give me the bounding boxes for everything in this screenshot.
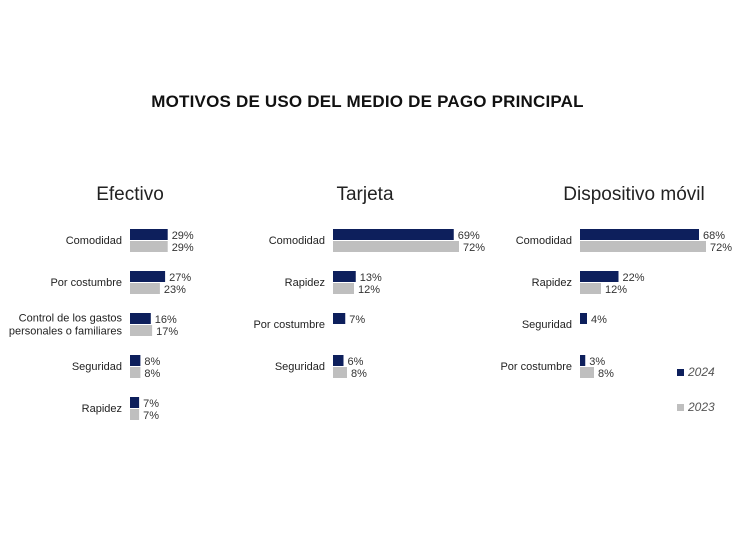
legend-swatch-2024 <box>677 369 684 376</box>
data-label-2024: 3% <box>589 356 605 368</box>
legend-label-2024: 2024 <box>687 365 715 379</box>
bar-2024 <box>580 271 619 282</box>
bar-2023 <box>333 283 354 294</box>
bar-2023 <box>580 367 594 378</box>
bar-2024 <box>130 355 141 366</box>
category-label: Comodidad <box>66 235 122 247</box>
bar-2024 <box>580 229 699 240</box>
data-label-2024: 4% <box>591 314 607 326</box>
category-label: Comodidad <box>269 235 325 247</box>
data-label-2023: 17% <box>156 326 178 338</box>
data-label-2023: 12% <box>605 284 627 296</box>
panel-title-1: Tarjeta <box>336 184 393 205</box>
category-label: Rapidez <box>532 277 572 289</box>
data-label-2024: 27% <box>169 272 191 284</box>
bar-2023 <box>130 367 141 378</box>
data-label-2023: 72% <box>463 242 485 254</box>
bar-2024 <box>130 313 151 324</box>
data-label-2023: 12% <box>358 284 380 296</box>
category-label: Comodidad <box>516 235 572 247</box>
data-label-2023: 23% <box>164 284 186 296</box>
bar-2023 <box>130 409 140 420</box>
bar-2024 <box>333 355 344 366</box>
bar-2023 <box>130 325 153 336</box>
data-label-2023: 8% <box>351 368 367 380</box>
data-label-2024: 69% <box>458 230 480 242</box>
panel-title-2: Dispositivo móvil <box>563 184 704 205</box>
bar-2024 <box>333 313 346 324</box>
category-label: Por costumbre <box>500 361 572 373</box>
data-label-2023: 7% <box>143 410 159 422</box>
category-label: Control de los gastos <box>19 313 123 325</box>
chart-title: MOTIVOS DE USO DEL MEDIO DE PAGO PRINCIP… <box>151 92 584 111</box>
panel-title-0: Efectivo <box>96 184 164 205</box>
bar-2024 <box>333 229 454 240</box>
data-label-2024: 6% <box>348 356 364 368</box>
bar-2024 <box>130 271 166 282</box>
bar-2024 <box>130 229 168 240</box>
data-label-2024: 13% <box>360 272 382 284</box>
bar-2024 <box>333 271 356 282</box>
data-label-2024: 68% <box>703 230 725 242</box>
bar-2024 <box>580 355 586 366</box>
bar-2024 <box>580 313 587 324</box>
data-label-2024: 29% <box>172 230 194 242</box>
legend-label-2023: 2023 <box>687 400 715 414</box>
bar-2023 <box>580 283 601 294</box>
data-label-2023: 8% <box>598 368 614 380</box>
bar-2023 <box>130 241 168 252</box>
data-label-2023: 29% <box>172 242 194 254</box>
data-label-2024: 7% <box>349 314 365 326</box>
category-label: Seguridad <box>522 319 572 331</box>
data-label-2023: 72% <box>710 242 732 254</box>
data-label-2024: 7% <box>143 398 159 410</box>
category-label: Por costumbre <box>50 277 122 289</box>
bar-2023 <box>130 283 160 294</box>
data-label-2023: 8% <box>144 368 160 380</box>
data-label-2024: 16% <box>155 314 177 326</box>
data-label-2024: 8% <box>144 356 160 368</box>
category-label: Seguridad <box>275 361 325 373</box>
category-label: Rapidez <box>285 277 325 289</box>
bar-2023 <box>333 241 459 252</box>
category-label: Seguridad <box>72 361 122 373</box>
category-label: Rapidez <box>82 403 122 415</box>
data-label-2024: 22% <box>623 272 645 284</box>
category-label: personales o familiares <box>9 326 123 338</box>
bar-2024 <box>130 397 140 408</box>
bar-2023 <box>580 241 706 252</box>
bar-2023 <box>333 367 347 378</box>
legend-swatch-2023 <box>677 404 684 411</box>
category-label: Por costumbre <box>253 319 325 331</box>
